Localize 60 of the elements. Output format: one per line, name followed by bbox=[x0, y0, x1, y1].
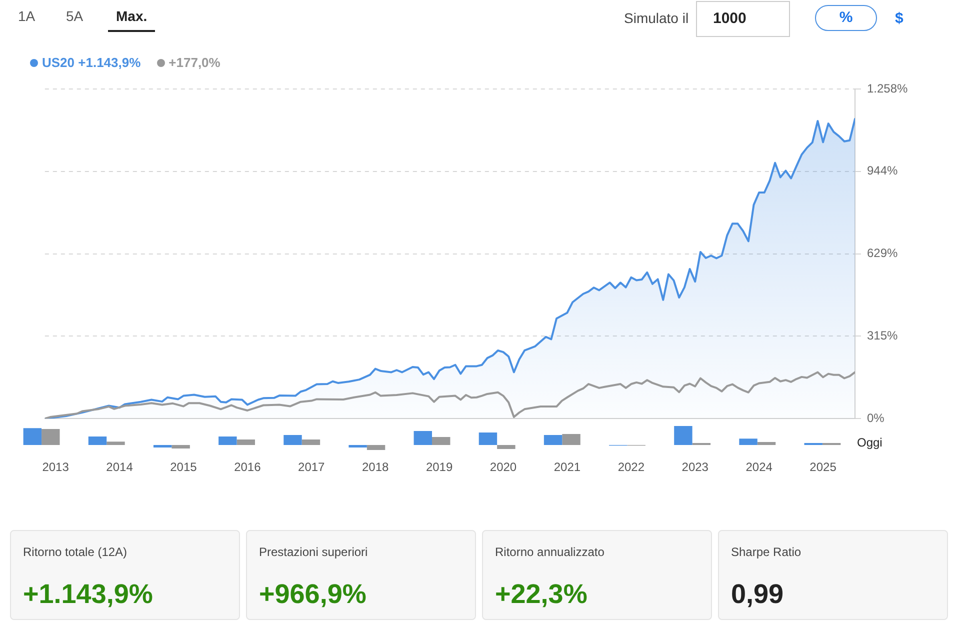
bar bbox=[478, 432, 498, 446]
x-tick-label: 2014 bbox=[106, 460, 134, 474]
x-tick-label: 2022 bbox=[618, 460, 645, 474]
text: Simulato il bbox=[624, 10, 689, 26]
bar bbox=[23, 428, 42, 446]
bar bbox=[106, 442, 125, 446]
x-tick-label: 2017 bbox=[298, 460, 326, 474]
y-tick-label: 315% bbox=[867, 328, 898, 342]
x-tick-label: 2023 bbox=[682, 460, 709, 474]
x-tick-label: 2024 bbox=[746, 460, 773, 474]
text: +966,9% bbox=[259, 579, 368, 610]
text: Sharpe Ratio bbox=[731, 545, 802, 561]
y-tick-label: 629% bbox=[867, 246, 898, 260]
unit-toggle: % bbox=[815, 5, 877, 31]
x-tick-label: 2013 bbox=[42, 460, 70, 474]
amount-field: 1000 bbox=[696, 1, 790, 37]
bar bbox=[544, 434, 562, 446]
x-tick-label: 2019 bbox=[426, 460, 453, 474]
bar bbox=[42, 429, 60, 446]
bar bbox=[153, 445, 172, 448]
text: +1.143,9% bbox=[23, 579, 154, 610]
bar bbox=[692, 442, 711, 446]
bar bbox=[562, 434, 580, 446]
bar bbox=[414, 430, 432, 446]
x-tick-label: 2020 bbox=[490, 460, 517, 474]
bar bbox=[822, 442, 841, 446]
bar bbox=[757, 442, 776, 446]
x-tick-label: 2015 bbox=[170, 460, 198, 474]
bar bbox=[236, 440, 255, 446]
text: Oggi bbox=[857, 435, 882, 450]
bar bbox=[88, 436, 107, 446]
text: Ritorno totale (12A) bbox=[23, 545, 128, 561]
x-tick-label: 2021 bbox=[554, 460, 581, 474]
legend-label: +177,0% bbox=[168, 55, 220, 70]
bar bbox=[674, 426, 692, 446]
y-tick-label: 1.258% bbox=[867, 81, 908, 96]
bar bbox=[302, 440, 320, 446]
text: +22,3% bbox=[495, 579, 588, 610]
y-tick-label: 0% bbox=[867, 410, 885, 425]
bar bbox=[739, 438, 758, 446]
text: 5A bbox=[66, 8, 84, 26]
text: Prestazioni superiori bbox=[259, 545, 369, 561]
x-tick-label: 2016 bbox=[234, 460, 262, 474]
x-tick-label: 2025 bbox=[810, 460, 837, 474]
bar bbox=[218, 436, 237, 446]
bar bbox=[284, 434, 302, 446]
text: 0,99 bbox=[731, 579, 785, 610]
bar bbox=[497, 445, 516, 450]
legend-label: US20 +1.143,9% bbox=[41, 55, 141, 70]
y-tick-label: 944% bbox=[867, 164, 898, 178]
bar bbox=[348, 445, 367, 448]
text: $ bbox=[895, 10, 904, 27]
text: Ritorno annualizzato bbox=[495, 545, 606, 561]
bar bbox=[366, 445, 386, 450]
bar bbox=[172, 445, 190, 448]
text: Max. bbox=[108, 8, 156, 32]
x-tick-label: 2018 bbox=[362, 460, 390, 474]
bar bbox=[804, 442, 822, 446]
text: 1A bbox=[18, 8, 36, 26]
bar bbox=[432, 437, 450, 446]
